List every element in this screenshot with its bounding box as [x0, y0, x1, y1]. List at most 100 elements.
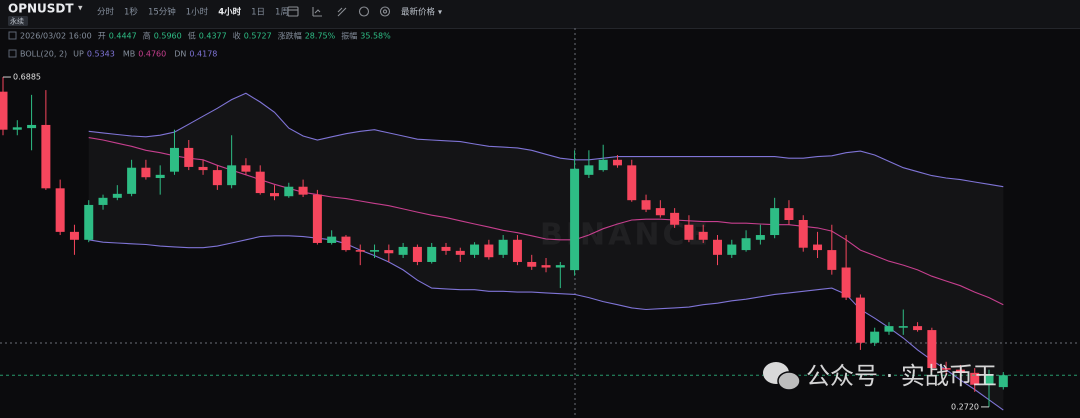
interval-tab[interactable]: 1周	[275, 8, 289, 18]
candle-body	[455, 250, 465, 255]
interval-tab[interactable]: 分时	[97, 7, 115, 18]
candle-body	[713, 239, 722, 255]
band-fill	[88, 93, 1004, 411]
info-text: 0.4447	[109, 32, 137, 41]
info-text: 振幅	[341, 31, 357, 41]
contract: 永续	[10, 17, 24, 26]
candle-body	[941, 368, 951, 370]
candle-body	[255, 171, 265, 194]
plot-area: BINANCE 0.6885 0.2720	[0, 28, 1080, 418]
info-text: 涨跌幅	[278, 31, 302, 41]
candle-body	[155, 174, 165, 179]
exchange-watermark: BINANCE	[540, 218, 711, 253]
candle-body	[298, 186, 308, 195]
candle-body	[41, 124, 51, 189]
candle-body	[212, 170, 222, 186]
candle-body	[98, 197, 108, 205]
candle-body	[841, 267, 851, 298]
candle-body	[755, 235, 765, 240]
info-marker	[8, 49, 17, 58]
candle-body	[555, 265, 565, 268]
info-text: 0.5960	[154, 32, 182, 41]
high-label: 0.6885	[13, 73, 41, 82]
candle-body	[384, 250, 394, 254]
info-text: 低	[188, 31, 196, 41]
candle-body	[598, 159, 608, 171]
candle-body	[612, 159, 622, 166]
candle-body	[670, 212, 680, 225]
toolbar-icons	[287, 6, 391, 17]
candle-body	[927, 330, 937, 369]
symbol-caret[interactable]: ▾	[78, 4, 83, 14]
chart-type-icon[interactable]	[312, 7, 322, 17]
candle-body	[312, 194, 322, 243]
candle-body	[798, 219, 808, 248]
candle-body	[813, 244, 823, 251]
candle-body	[370, 250, 380, 252]
candle-body	[984, 375, 994, 385]
boll-line	[88, 235, 1004, 411]
price-type-caret: ▾	[438, 8, 442, 17]
price-type[interactable]: 最新价格	[401, 7, 436, 18]
info-text: 高	[143, 31, 151, 41]
indicator-icon[interactable]	[287, 6, 299, 17]
candle-body	[184, 147, 194, 167]
interval-tab[interactable]: 1小时	[186, 7, 209, 18]
candle-body	[112, 193, 122, 198]
info-text: 0.4760	[138, 50, 166, 59]
info-text: 2026/03/02 16:00	[20, 32, 92, 41]
candle-body	[627, 165, 637, 201]
candle-body	[327, 236, 337, 243]
candle-body	[341, 236, 351, 251]
candle-body	[398, 246, 408, 255]
wechat-bubble	[777, 371, 801, 391]
symbol[interactable]: OPNUSDT	[8, 2, 74, 16]
candle-body	[169, 147, 179, 172]
info-text: 开	[98, 32, 106, 41]
candle-body	[69, 231, 79, 240]
undo-icon[interactable]	[358, 6, 370, 17]
candle-body	[498, 239, 508, 255]
candle-body	[855, 297, 865, 343]
candle-body	[955, 369, 965, 373]
candle-body	[484, 244, 494, 258]
candle-body	[884, 326, 894, 332]
info-text: 28.75%	[305, 32, 336, 41]
candle-body	[55, 188, 65, 232]
account-watermark: 公众号 · 实战币王	[806, 362, 997, 390]
candle-body	[127, 167, 137, 194]
candle-body	[441, 246, 451, 251]
candle-body	[527, 261, 537, 267]
candle-body	[570, 168, 580, 271]
draw-icon[interactable]	[337, 7, 347, 17]
boll-line	[88, 137, 1004, 306]
candle-body	[784, 208, 794, 220]
info-text: 收	[233, 31, 241, 41]
interval-tab[interactable]: 15分钟	[148, 7, 176, 18]
candle-body	[470, 244, 480, 255]
settings-icon[interactable]	[379, 6, 391, 17]
candle-body	[227, 165, 237, 186]
boll-line	[88, 92, 1004, 188]
interval-tab[interactable]: 1日	[251, 8, 265, 18]
low-label: 0.2720	[951, 402, 979, 411]
candle-body	[12, 127, 22, 130]
candle-body	[684, 224, 694, 240]
interval-tab[interactable]: 1秒	[124, 7, 138, 18]
candle-body	[584, 165, 594, 175]
candle-body	[998, 375, 1008, 388]
candle-body	[727, 244, 737, 255]
info-marker	[8, 31, 17, 40]
info-text: DN	[174, 50, 186, 59]
candle-body	[284, 186, 294, 197]
candle-body	[427, 246, 437, 262]
candle-body	[541, 265, 551, 268]
candle-body	[412, 246, 422, 262]
candle-body	[741, 238, 751, 251]
settings-icon-center	[382, 9, 388, 14]
interval-tab[interactable]: 4小时	[218, 7, 241, 18]
candle-body	[141, 167, 151, 178]
